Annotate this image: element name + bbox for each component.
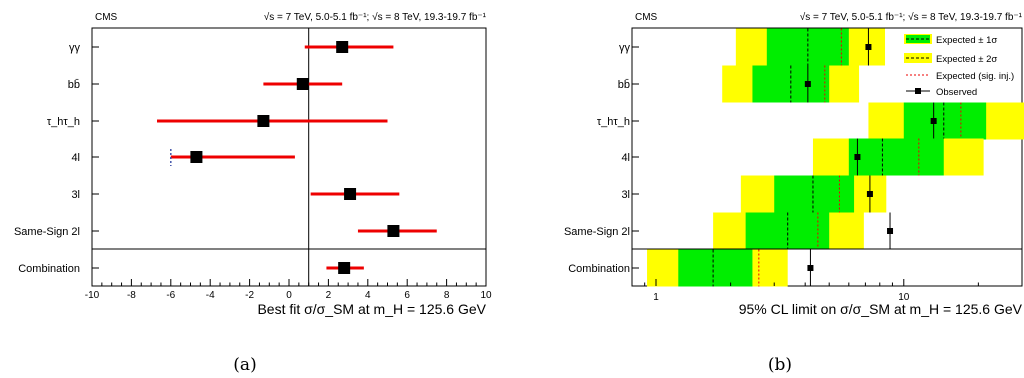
panel-b-category-combination: Combination [568,263,630,275]
panel-a-marker [336,41,349,53]
panel-a-category--h-h: τ_hτ_h [47,116,80,128]
panel-b-energy-label: √s = 7 TeV, 5.0-5.1 fb⁻¹; √s = 8 TeV, 19… [800,11,1023,23]
panel-a-category-bb-: bb̄ [68,78,80,91]
panel-a-marker [296,78,309,90]
panel-b-marks [647,28,1024,287]
panel-b-x-axis-title: 95% CL limit on σ/σ_SM at m_H = 125.6 Ge… [739,301,1023,317]
panel-b-observed-marker [807,265,814,271]
panel-b-experiment-label: CMS [635,12,658,23]
legend-siginj-label: Expected (sig. inj.) [936,71,1014,82]
panel-b-observed-marker [804,81,811,87]
panel-b-tick-label: 10 [898,292,910,303]
panel-b-band-1sigma [678,249,753,287]
panel-a-tick-label: -6 [166,290,175,301]
panel-a-tick-label: 0 [286,290,292,301]
panel-b-observed-marker [865,44,872,50]
panel-a-category-combination: Combination [18,263,80,275]
panel-a-category-labels: γγ bb̄ τ_hτ_h 4l 3l Same-Sign 2l Combination [14,42,99,275]
panel-a-tick-label: 4 [365,290,371,301]
legend-observed-marker [915,88,921,94]
legend-1sigma-label: Expected ± 1σ [936,35,997,46]
panel-b-category-3l: 3l [621,189,630,201]
panel-a-tick-label: 8 [444,290,450,301]
panel-b-band-1sigma [903,102,987,140]
panel-a-energy-label: √s = 7 TeV, 5.0-5.1 fb⁻¹; √s = 8 TeV, 19… [264,11,487,23]
panel-b-observed-marker [930,118,937,124]
panel-a-x-ticks: -10 -8 -6 -4 -2 0 2 4 6 8 10 [85,279,492,301]
panel-a-x-axis-title: Best fit σ/σ_SM at m_H = 125.6 GeV [257,301,486,317]
panel-b-category-4l: 4l [621,152,630,164]
panel-a-tick-label: 2 [326,290,332,301]
panel-b-x-ticks: 1 10 [631,279,1023,303]
panel-a-category-4l: 4l [71,152,80,164]
panel-b-category-labels: γγ bb̄ τ_hτ_h 4l 3l Same-Sign 2l Combination [564,42,639,275]
panel-b-category--: γγ [619,42,631,54]
panel-a-tick-label: -2 [245,290,254,301]
caption-b: (b) [768,355,792,375]
panel-b-band-1sigma [774,175,855,213]
panel-a-marker [190,151,203,163]
panel-a-category-3l: 3l [71,189,80,201]
panel-a-tick-label: -10 [85,290,100,301]
panel-a-marks [157,41,437,274]
panel-a-experiment-label: CMS [95,12,118,23]
panel-a-marker [257,115,270,127]
panel-b-band-1sigma [848,138,944,176]
panel-b-limits: CMS √s = 7 TeV, 5.0-5.1 fb⁻¹; √s = 8 TeV… [564,11,1024,317]
panel-b-category--h-h: τ_hτ_h [597,116,630,128]
panel-a-tick-label: 10 [480,290,492,301]
legend-2sigma-label: Expected ± 2σ [936,54,997,65]
panel-a-marker [338,262,351,274]
panel-a-tick-label: -4 [206,290,215,301]
caption-a: (a) [233,355,256,375]
panel-b-observed-marker [866,191,873,197]
panel-b-legend: Expected ± 1σ Expected ± 2σ Expected (si… [904,34,1014,98]
panel-a-category-same-sign-2l: Same-Sign 2l [14,226,80,238]
panel-b-category-bb-: bb̄ [618,78,630,91]
panel-b-observed-marker [854,154,861,160]
panel-a-tick-label: 6 [404,290,410,301]
panel-b-tick-label: 1 [653,292,659,303]
panel-b-observed-marker [887,228,894,234]
panel-a-category--: γγ [69,42,81,54]
panel-a-best-fit: CMS √s = 7 TeV, 5.0-5.1 fb⁻¹; √s = 8 TeV… [14,11,492,317]
panel-a-marker [387,225,400,237]
panel-a-marker [344,188,357,200]
legend-observed-label: Observed [936,87,977,98]
panel-b-category-same-sign-2l: Same-Sign 2l [564,226,630,238]
panel-a-tick-label: -8 [127,290,136,301]
